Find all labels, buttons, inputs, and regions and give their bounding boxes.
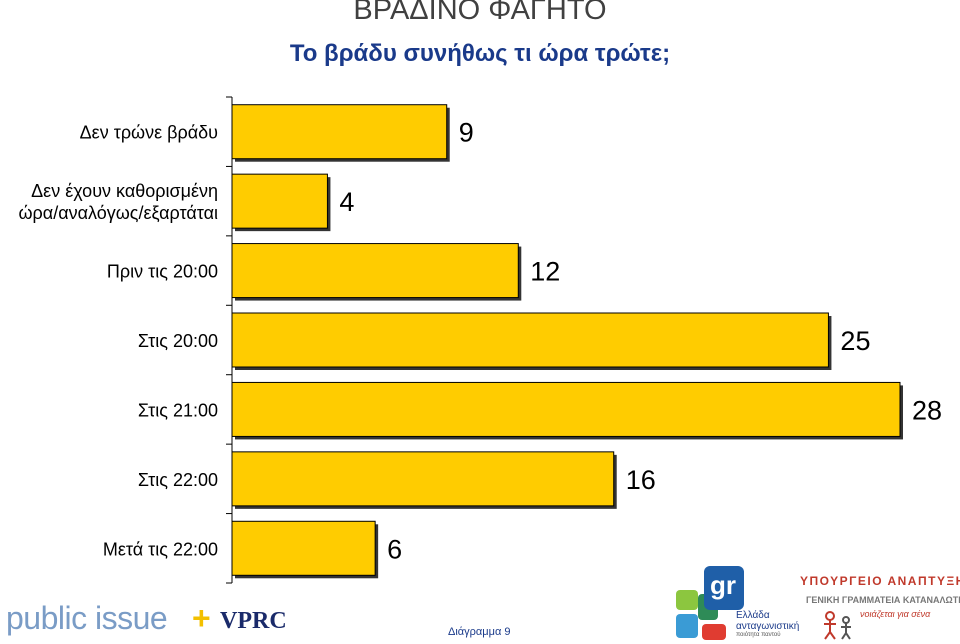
vprc-logo: VPRC: [220, 608, 287, 634]
figure-caption: Διάγραμμα 9: [448, 626, 511, 638]
category-label: Στις 22:00: [138, 470, 218, 490]
bar: [231, 451, 615, 507]
logo-text-antagonistiki: ανταγωνιστική: [736, 621, 800, 632]
bar: [231, 520, 376, 576]
plus-sign: +: [192, 600, 211, 636]
bar: [231, 243, 519, 299]
category-label: Δεν τρώνε βράδυ: [80, 123, 218, 143]
bar: [231, 381, 901, 437]
svg-text:gr: gr: [710, 570, 736, 600]
ministry-secretariat: ΓΕΝΙΚΗ ΓΡΑΜΜΑΤΕΙΑ ΚΑΤΑΝΑΛΩΤΗ: [806, 595, 960, 605]
category-label: Δεν έχουν καθορισμένη: [31, 181, 218, 201]
logo-text-ellada: Ελλάδα: [736, 610, 770, 621]
category-label: ώρα/αναλόγως/εξαρτάται: [19, 203, 219, 223]
bar: [231, 104, 448, 160]
data-label: 16: [626, 465, 656, 495]
data-label: 6: [387, 534, 402, 564]
bar-chart: 9 Δεν τρώνε βράδυ 4 Δεν έχουν καθορισμένηώρ…: [19, 96, 942, 584]
category-label: Μετά τις 22:00: [103, 539, 218, 559]
category-label: Στις 21:00: [138, 400, 218, 420]
ministry-logo: ΥΠΟΥΡΓΕΙΟ ΑΝΑΠΤΥΞΗΣ ΓΕΝΙΚΗ ΓΡΑΜΜΑΤΕΙΑ ΚΑ…: [800, 574, 960, 642]
bar: [231, 312, 829, 368]
ministry-slogan: νοιάζεται για σένα: [860, 609, 931, 619]
chart-subtitle: Το βράδυ συνήθως τι ώρα τρώτε;: [289, 40, 671, 67]
data-label: 9: [459, 118, 474, 148]
greece-competitiveness-logo-icon: gr: [676, 566, 744, 640]
category-label: Στις 20:00: [138, 331, 218, 351]
chart-title: ΒΡΑΔΙΝΟ ΦΑΓΗΤΟ: [353, 0, 607, 26]
data-label: 25: [840, 326, 870, 356]
ministry-name: ΥΠΟΥΡΓΕΙΟ ΑΝΑΠΤΥΞΗΣ: [800, 574, 960, 588]
data-label: 28: [912, 395, 942, 425]
data-label: 4: [339, 187, 354, 217]
data-label: 12: [530, 257, 560, 287]
family-figures-icon: [824, 611, 851, 640]
bar: [231, 173, 328, 229]
public-issue-logo: public issue: [6, 600, 168, 636]
category-label: Πριν τις 20:00: [107, 262, 218, 282]
logo-text-tagline: ποιότητα παντού: [736, 632, 781, 638]
